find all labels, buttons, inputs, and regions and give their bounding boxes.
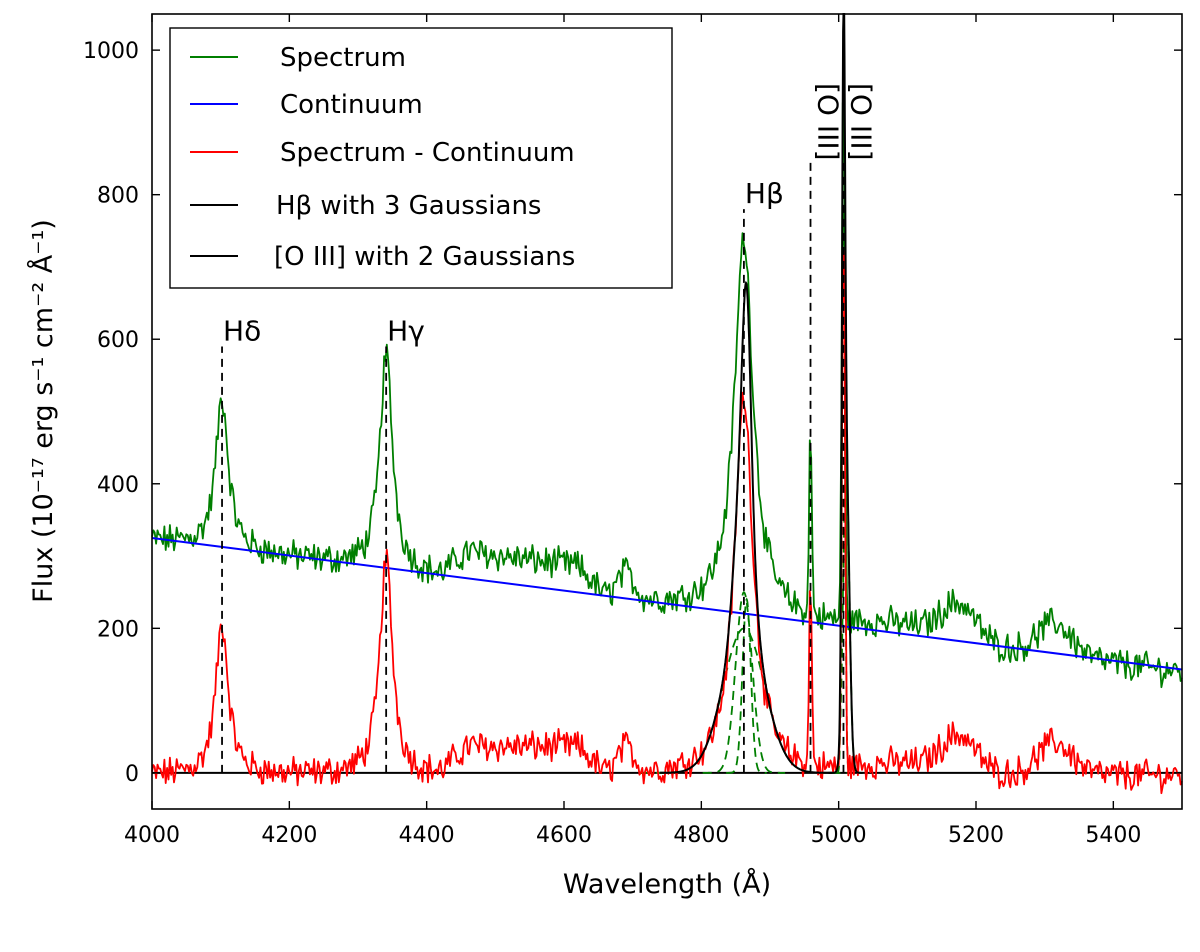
legend-label-hbeta-fit: Hβ with 3 Gaussians [276, 191, 541, 221]
oiii-gaussian-component-1 [835, 205, 851, 774]
y-tick-label-4: 600 [97, 328, 139, 353]
y-tick-label-2: 200 [97, 617, 139, 642]
spectrum-curve [151, 101, 1183, 689]
hbeta-gaussian-component-3 [726, 597, 767, 774]
y-tick-label-3: 400 [97, 473, 139, 498]
emission-line-label-1: Hδ [223, 314, 261, 347]
y-tick-label-1: 0 [125, 762, 139, 787]
x-tick-label-2: 4200 [261, 823, 317, 848]
x-axis-label: Wavelength (Å) [563, 868, 771, 900]
y-tick-label-6: 1000 [83, 39, 139, 64]
continuum-curve [151, 537, 1183, 671]
legend-label-residual: Spectrum - Continuum [280, 138, 575, 168]
legend-label-continuum: Continuum [280, 90, 423, 120]
legend-box [169, 27, 673, 289]
oiii-fit-curve [828, 13, 863, 774]
legend: Spectrum Continuum Spectrum - Continuum … [169, 27, 673, 289]
residual-curve [151, 248, 1183, 795]
y-axis-label: Flux (10⁻¹⁷ erg s⁻¹ cm⁻² Å⁻¹) [27, 219, 59, 603]
x-tick-label-6: 5000 [811, 823, 867, 848]
plot-frame [151, 13, 1183, 810]
x-tick-label-4: 4600 [536, 823, 592, 848]
x-tick-label-1: 4000 [124, 823, 180, 848]
y-tick-label-5: 800 [97, 184, 139, 209]
emission-line-label-2: Hγ [387, 314, 425, 347]
x-tick-label-8: 5400 [1085, 823, 1141, 848]
x-tick-label-5: 4800 [673, 823, 729, 848]
x-tick-label-7: 5200 [948, 823, 1004, 848]
emission-line-label-4: [O III] [812, 83, 845, 161]
hbeta-fit-curve [660, 280, 832, 774]
emission-line-label-5: [O III] [844, 83, 877, 161]
hbeta-gaussian-component-2 [702, 590, 786, 774]
x-tick-label-3: 4400 [399, 823, 455, 848]
emission-line-markers: Hδ Hγ Hβ [O III] [O III] [221, 83, 877, 773]
legend-label-spectrum: Spectrum [280, 43, 406, 73]
emission-line-label-3: Hβ [745, 177, 784, 210]
legend-label-oiii-fit: [O III] with 2 Gaussians [274, 242, 575, 272]
axis-ticks: 4000 4200 4400 4600 4800 5000 5200 5400 0 200 400 6… [83, 14, 1182, 848]
